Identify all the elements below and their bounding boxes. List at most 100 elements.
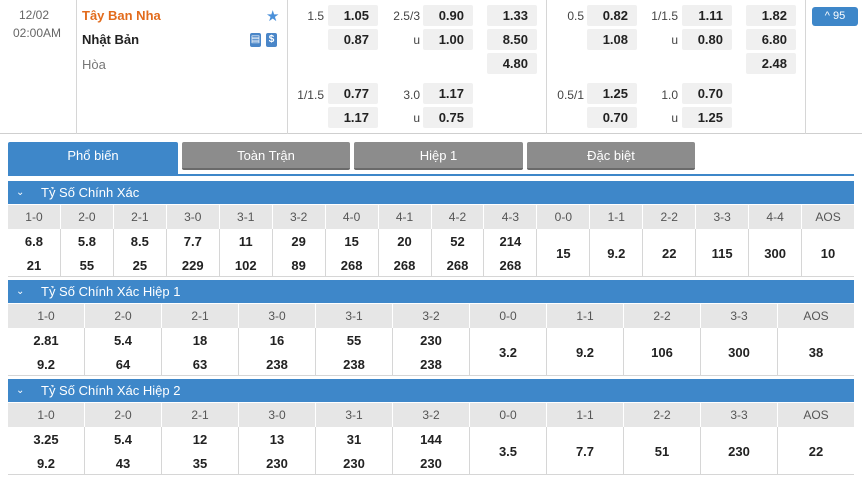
favorite-star-icon[interactable]: ★ (266, 8, 280, 25)
score-odd-home[interactable]: 13 (269, 432, 285, 447)
ht-under-odd[interactable]: 0.80 (682, 29, 732, 50)
score-odd-away[interactable]: 268 (499, 258, 522, 273)
tab-full-match[interactable]: Toàn Trận (182, 142, 350, 170)
score-odd-away[interactable]: 238 (266, 357, 288, 372)
ft-1x2-home-odd[interactable]: 1.33 (487, 5, 537, 26)
score-odd-home[interactable]: 6.8 (24, 234, 43, 249)
away-team-name[interactable]: Nhật Bản (82, 32, 140, 47)
draw-label: Hòa (82, 57, 106, 72)
score-odd[interactable]: 9.2 (607, 246, 626, 261)
chevron-down-icon[interactable]: ⌄ (16, 286, 25, 297)
tab-popular[interactable]: Phổ biến (8, 142, 178, 175)
score-odd-home[interactable]: 52 (450, 234, 465, 249)
stats-icon[interactable]: ▤ (250, 33, 261, 47)
score-odd-away[interactable]: 64 (115, 357, 131, 372)
score-odd-home[interactable]: 31 (346, 432, 362, 447)
ft-handicap2-away-odd[interactable]: 1.17 (328, 107, 378, 128)
section-header[interactable]: ⌄ Tỷ Số Chính Xác Hiệp 1 (8, 280, 854, 303)
score-odd[interactable]: 22 (808, 444, 824, 459)
tab-first-half[interactable]: Hiệp 1 (354, 142, 523, 170)
ft-handicap-away-odd[interactable]: 0.87 (328, 29, 378, 50)
ht-handicap-away-odd[interactable]: 1.08 (587, 29, 637, 50)
ht-1x2-home-odd[interactable]: 1.82 (746, 5, 796, 26)
score-odd[interactable]: 15 (556, 246, 571, 261)
score-odd[interactable]: 9.2 (575, 345, 595, 360)
score-odd[interactable]: 230 (728, 444, 750, 459)
score-odd[interactable]: 51 (654, 444, 670, 459)
score-odd-home[interactable]: 11 (238, 234, 253, 249)
score-odd[interactable]: 38 (808, 345, 824, 360)
score-odd-home[interactable]: 8.5 (130, 234, 149, 249)
score-odd-away[interactable]: 9.2 (36, 357, 56, 372)
ft-1x2-away-odd[interactable]: 8.50 (487, 29, 537, 50)
section-header[interactable]: ⌄ Tỷ Số Chính Xác (8, 181, 854, 204)
score-odd-home[interactable]: 7.7 (183, 234, 202, 249)
score-odd-home[interactable]: 15 (344, 234, 359, 249)
score-odd-away[interactable]: 268 (393, 258, 416, 273)
score-odd-home[interactable]: 20 (397, 234, 412, 249)
score-odd-away[interactable]: 229 (181, 258, 204, 273)
ft-over2-odd[interactable]: 1.17 (423, 83, 473, 104)
home-team-name[interactable]: Tây Ban Nha (82, 8, 161, 23)
ht-handicap2-home-odd[interactable]: 1.25 (587, 83, 637, 104)
score-label: 3-3 (696, 205, 750, 229)
score-odd-home[interactable]: 5.8 (77, 234, 96, 249)
ht-1x2-draw-odd[interactable]: 2.48 (746, 53, 796, 74)
ht-over-odd[interactable]: 1.11 (682, 5, 732, 26)
chevron-down-icon[interactable]: ⌄ (16, 187, 25, 198)
score-odd-home[interactable]: 16 (269, 333, 285, 348)
ft-under-odd[interactable]: 1.00 (423, 29, 473, 50)
tab-special[interactable]: Đặc biệt (527, 142, 695, 170)
score-odd-away[interactable]: 230 (420, 456, 442, 471)
ht-handicap-home-odd[interactable]: 0.82 (587, 5, 637, 26)
score-odd-home[interactable]: 144 (420, 432, 442, 447)
score-odd[interactable]: 106 (651, 345, 673, 360)
score-odd-away[interactable]: 43 (115, 456, 131, 471)
score-odd[interactable]: 3.2 (498, 345, 518, 360)
ht-under2-odd[interactable]: 1.25 (682, 107, 732, 128)
score-odd[interactable]: 22 (661, 246, 677, 261)
score-odd-away[interactable]: 55 (79, 258, 95, 273)
more-markets-button[interactable]: ^ 95 (812, 7, 858, 26)
ft-handicap2-home-odd[interactable]: 0.77 (328, 83, 378, 104)
section-header[interactable]: ⌄ Tỷ Số Chính Xác Hiệp 2 (8, 379, 854, 402)
score-odd-away[interactable]: 63 (192, 357, 208, 372)
score-odd-away[interactable]: 25 (132, 258, 148, 273)
score-odd-home[interactable]: 29 (291, 234, 306, 249)
score-odd-away[interactable]: 89 (291, 258, 306, 273)
score-odd[interactable]: 10 (820, 246, 836, 261)
score-odd-home[interactable]: 5.4 (113, 432, 133, 447)
ht-handicap2-away-odd[interactable]: 0.70 (587, 107, 637, 128)
score-odd-home[interactable]: 3.25 (33, 432, 59, 447)
ht-1x2-away-odd[interactable]: 6.80 (746, 29, 796, 50)
ft-handicap-home-odd[interactable]: 1.05 (328, 5, 378, 26)
score-odd-away[interactable]: 268 (446, 258, 469, 273)
score-odd-away[interactable]: 9.2 (36, 456, 56, 471)
score-odd-away[interactable]: 230 (343, 456, 365, 471)
ft-under2-odd[interactable]: 0.75 (423, 107, 473, 128)
score-odd-home[interactable]: 18 (192, 333, 208, 348)
score-odd-away[interactable]: 238 (420, 357, 442, 372)
ft-1x2-draw-odd[interactable]: 4.80 (487, 53, 537, 74)
score-odd-away[interactable]: 268 (340, 258, 363, 273)
score-odd-home[interactable]: 230 (420, 333, 442, 348)
score-odd-away[interactable]: 102 (234, 258, 257, 273)
score-odd-home[interactable]: 55 (346, 333, 362, 348)
score-odd-home[interactable]: 12 (192, 432, 208, 447)
ht-over2-odd[interactable]: 0.70 (682, 83, 732, 104)
ft-over-odd[interactable]: 0.90 (423, 5, 473, 26)
score-odd[interactable]: 300 (728, 345, 750, 360)
score-odd-home[interactable]: 2.81 (33, 333, 59, 348)
score-odd-home[interactable]: 5.4 (113, 333, 133, 348)
score-odd[interactable]: 3.5 (498, 444, 518, 459)
score-odd-away[interactable]: 238 (343, 357, 365, 372)
score-odd[interactable]: 115 (711, 246, 733, 261)
money-icon[interactable]: $ (266, 33, 277, 47)
chevron-down-icon[interactable]: ⌄ (16, 385, 25, 396)
score-odd[interactable]: 7.7 (575, 444, 595, 459)
score-odd-away[interactable]: 230 (266, 456, 288, 471)
score-odd-away[interactable]: 21 (26, 258, 42, 273)
score-odd-home[interactable]: 214 (499, 234, 522, 249)
score-odd[interactable]: 300 (764, 246, 786, 261)
score-odd-away[interactable]: 35 (192, 456, 208, 471)
